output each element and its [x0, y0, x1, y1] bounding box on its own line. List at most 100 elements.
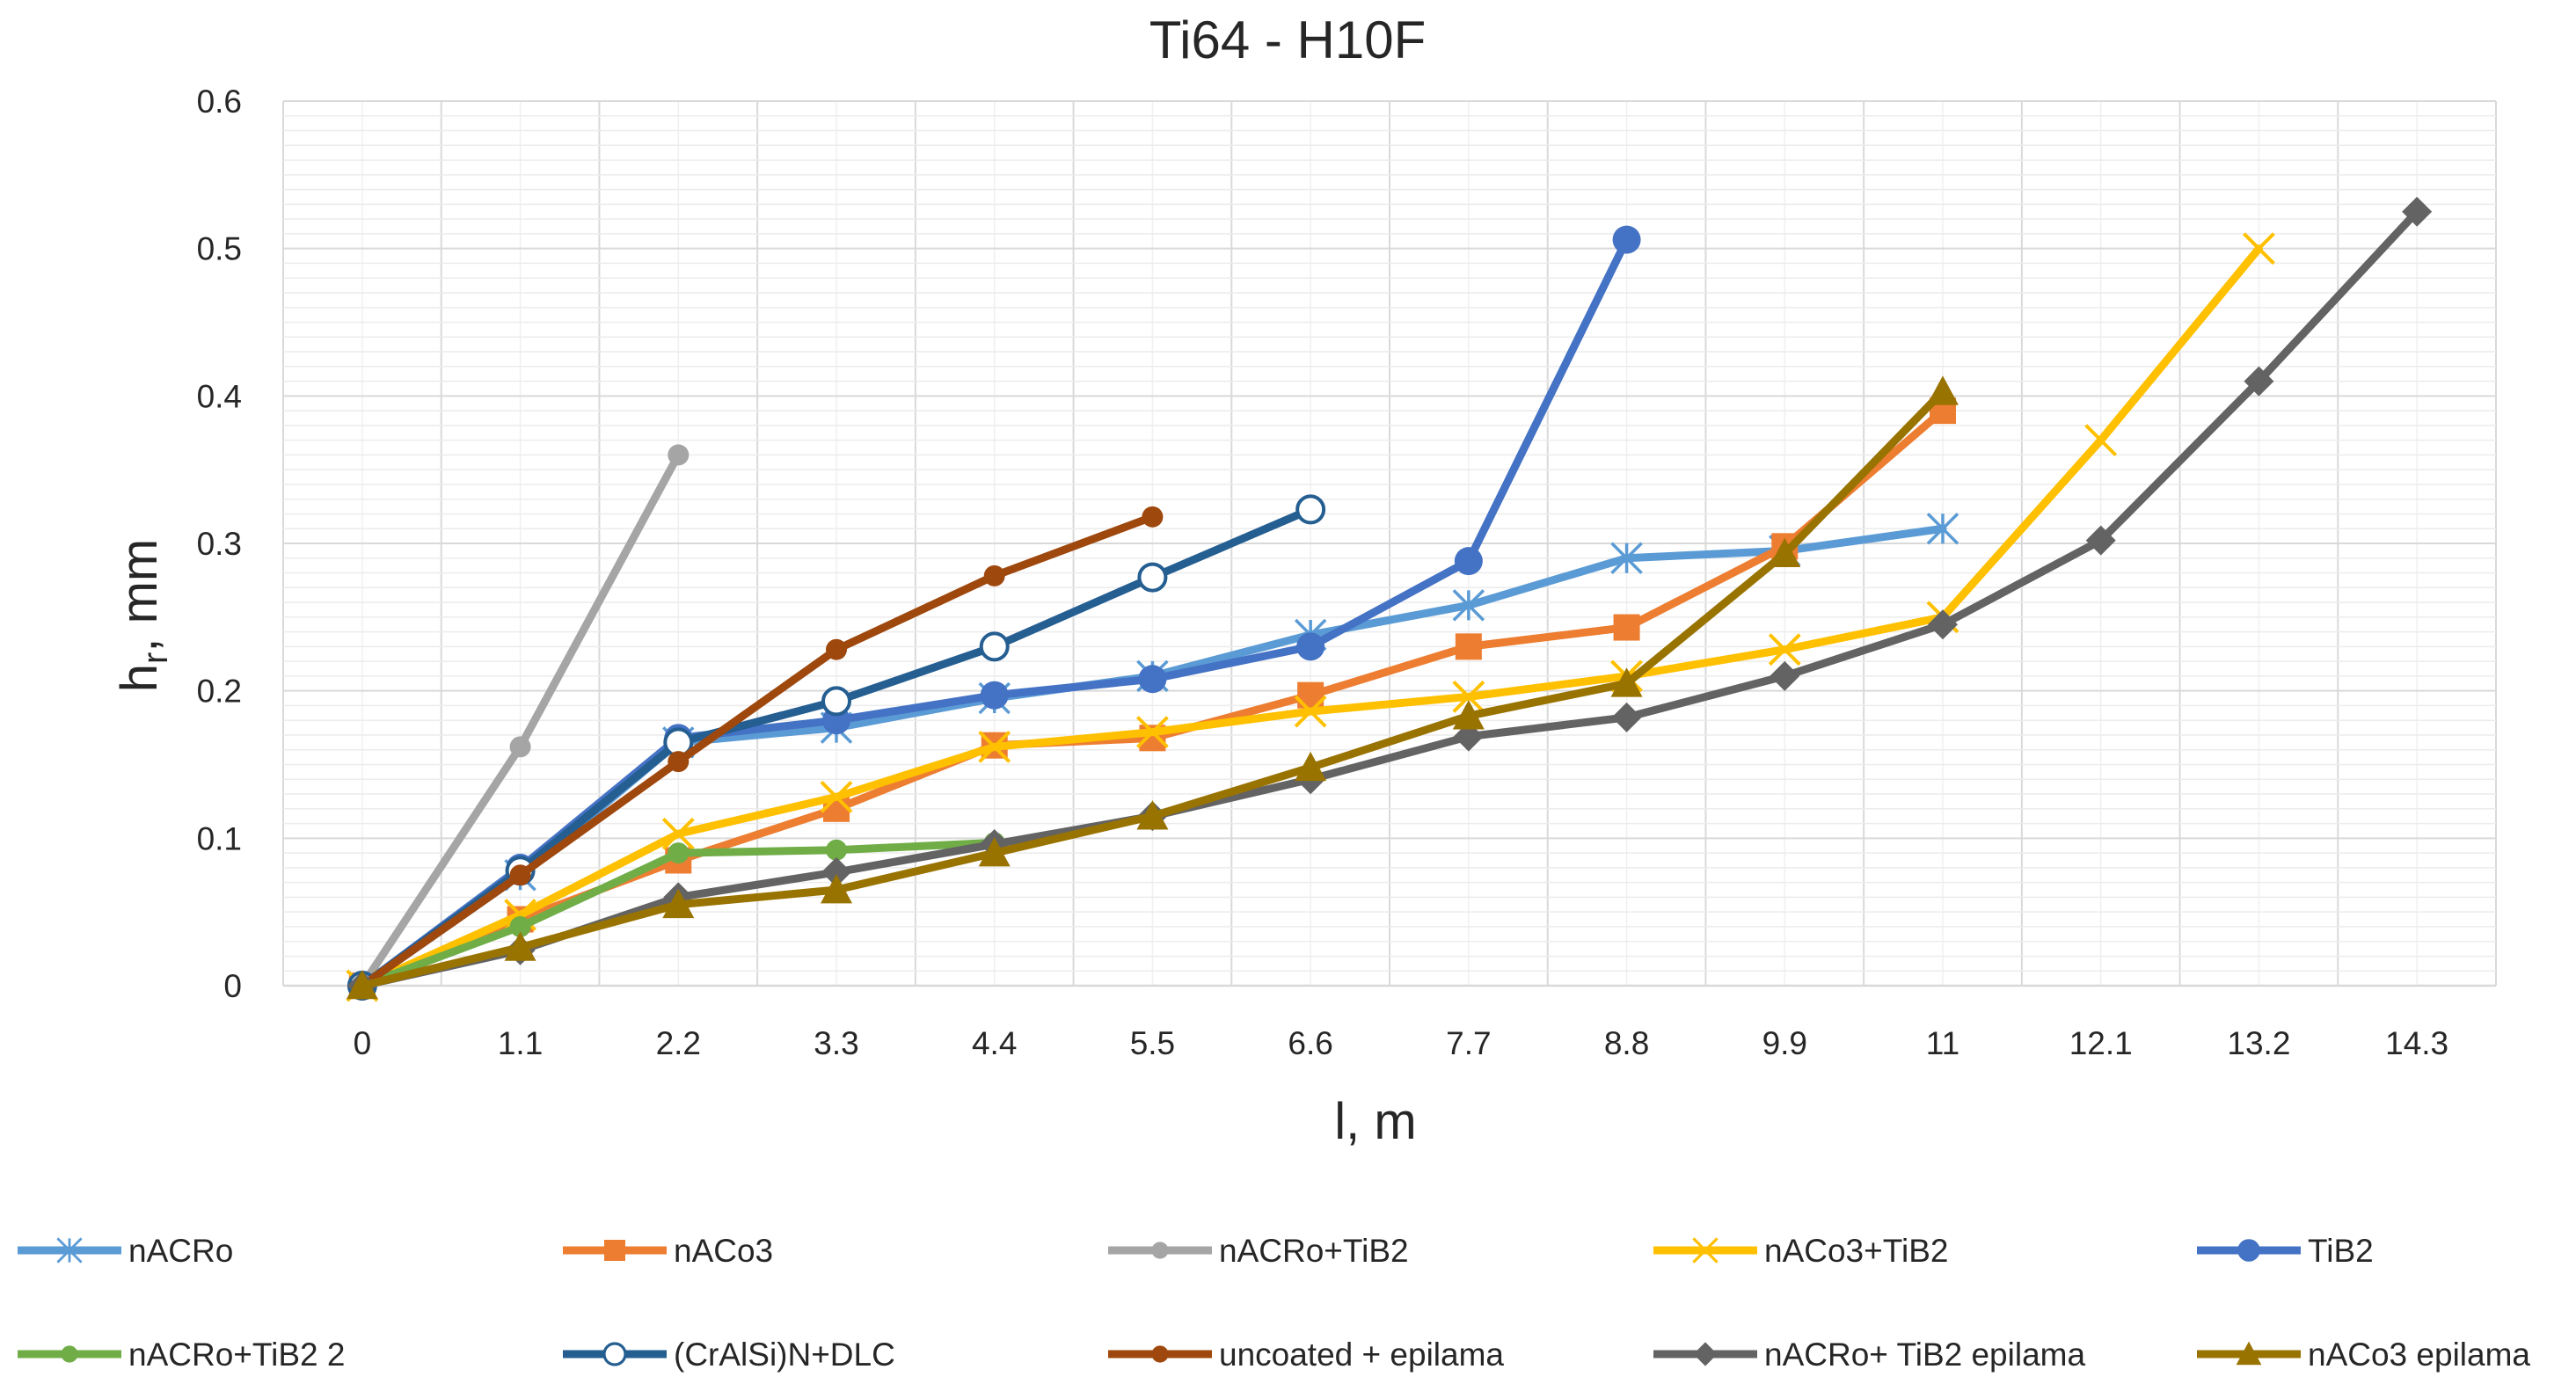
x-tick-label: 4.4	[972, 1025, 1017, 1061]
x-marker	[2084, 424, 2118, 457]
legend-item: nACo3+TiB2	[1653, 1233, 1948, 1269]
diamond-marker	[1928, 609, 1958, 640]
asterisk-marker	[1926, 512, 1959, 545]
x-marker	[1136, 716, 1169, 749]
x-tick-label: 6.6	[1288, 1025, 1332, 1061]
legend-label: (CrAlSi)N+DLC	[674, 1337, 895, 1373]
legend: nACRo nACo3 nACRo+TiB2 nACo3+TiB2 TiB2 nACRo+…	[18, 1233, 2530, 1373]
diamond-marker	[2244, 366, 2274, 397]
legend-item: nACRo+ TiB2 epilama	[1653, 1337, 2085, 1373]
series-line	[358, 513, 1157, 990]
open-circle-marker	[1137, 562, 1168, 593]
diamond-marker	[2402, 196, 2433, 227]
series-line	[358, 208, 2421, 990]
circle-marker	[980, 681, 1009, 710]
asterisk-marker	[1452, 589, 1485, 622]
circle-marker	[2237, 1239, 2260, 1262]
x-marker	[1692, 1237, 1719, 1264]
chart-title: Ti64 - H10F	[1149, 11, 1427, 69]
plot-area	[346, 196, 2433, 1002]
circle-marker	[1138, 665, 1167, 694]
triangle-marker	[1927, 375, 1959, 405]
square-marker	[1613, 614, 1640, 641]
circle-marker	[1142, 506, 1164, 528]
legend-label: nACRo+TiB2 2	[128, 1337, 345, 1373]
circle-marker	[826, 839, 847, 861]
triangle-marker	[2236, 1341, 2262, 1366]
circle-marker	[826, 638, 847, 660]
diamond-marker	[1693, 1342, 1718, 1366]
triangle-marker	[978, 837, 1011, 867]
triangle-marker	[1136, 800, 1169, 830]
legend-label: nACo3 epilama	[2308, 1337, 2530, 1373]
triangle-marker	[1295, 751, 1327, 782]
x-tick-label: 3.3	[814, 1025, 858, 1061]
y-tick-label: 0.5	[197, 231, 242, 267]
x-tick-label: 14.3	[2385, 1025, 2448, 1061]
x-marker	[2243, 232, 2275, 266]
axes: 0 0.1 0.2 0.3 0.4 0.5 0.6 0 1.1 2.2 3.3 4.4 5.5 6.6 7.…	[197, 84, 2496, 1061]
circle-marker	[1454, 547, 1483, 576]
x-tick-label: 1.1	[498, 1025, 543, 1061]
legend-item: nACRo+TiB2 2	[18, 1337, 345, 1373]
diamond-marker	[821, 856, 851, 887]
legend-item: TiB2	[2197, 1233, 2374, 1269]
x-axis-title: l, m	[1334, 1093, 1416, 1150]
y-axis-title-unit: , mm	[111, 539, 168, 652]
x-tick-label: 11	[1926, 1025, 1959, 1061]
legend-item: uncoated + epilama	[1108, 1337, 1504, 1373]
circle-marker	[509, 915, 531, 937]
circle-marker	[1296, 632, 1325, 661]
legend-label: nACo3	[674, 1233, 773, 1269]
y-axis-title-main: h	[111, 664, 168, 692]
legend-item: (CrAlSi)N+DLC	[563, 1337, 895, 1373]
triangle-marker	[346, 970, 378, 1000]
series-uncoated-epilama	[351, 506, 1164, 996]
legend-label: uncoated + epilama	[1219, 1337, 1504, 1373]
asterisk-marker	[1610, 542, 1643, 575]
asterisk-marker	[56, 1237, 83, 1264]
triangle-marker	[1452, 700, 1485, 730]
x-tick-label: 7.7	[1446, 1025, 1491, 1061]
circle-marker	[509, 736, 531, 758]
x-tick-label: 9.9	[1762, 1025, 1807, 1061]
y-axis-title: hr, mm	[111, 539, 175, 692]
triangle-marker	[1610, 667, 1643, 697]
y-tick-label: 0.3	[197, 526, 242, 562]
x-marker	[1452, 680, 1485, 713]
triangle-marker	[821, 874, 852, 904]
x-marker	[978, 730, 1011, 763]
circle-marker	[61, 1345, 78, 1363]
legend-label: TiB2	[2308, 1233, 2374, 1269]
x-tick-label: 0	[354, 1025, 372, 1061]
legend-label: nACRo+TiB2	[1219, 1233, 1409, 1269]
square-marker	[1455, 633, 1482, 660]
circle-marker	[668, 751, 690, 773]
x-tick-label: 8.8	[1604, 1025, 1649, 1061]
legend-item: nACRo	[18, 1233, 233, 1269]
legend-label: nACRo+ TiB2 epilama	[1764, 1337, 2085, 1373]
circle-marker	[983, 565, 1005, 586]
legend-item: nACo3 epilama	[2197, 1337, 2530, 1373]
circle-marker	[668, 444, 690, 466]
legend-item: nACo3	[563, 1233, 773, 1269]
circle-marker	[1151, 1242, 1169, 1259]
triangle-marker	[504, 931, 536, 961]
legend-item: nACRo+TiB2	[1108, 1233, 1409, 1269]
legend-label: nACo3+TiB2	[1764, 1233, 1948, 1269]
x-tick-label: 5.5	[1130, 1025, 1175, 1061]
x-tick-label: 2.2	[656, 1025, 701, 1061]
x-tick-label: 12.1	[2069, 1025, 2133, 1061]
open-circle-marker	[1295, 494, 1326, 525]
y-axis-title-subscript: r	[136, 652, 175, 664]
diamond-marker	[2085, 525, 2116, 556]
y-tick-label: 0.6	[197, 84, 242, 120]
x-marker	[820, 780, 853, 813]
x-marker	[661, 817, 695, 850]
triangle-marker	[1769, 537, 1801, 568]
open-circle-marker	[821, 686, 851, 717]
circle-marker	[1151, 1345, 1169, 1363]
diamond-marker	[1770, 660, 1800, 691]
grid	[282, 100, 2497, 986]
